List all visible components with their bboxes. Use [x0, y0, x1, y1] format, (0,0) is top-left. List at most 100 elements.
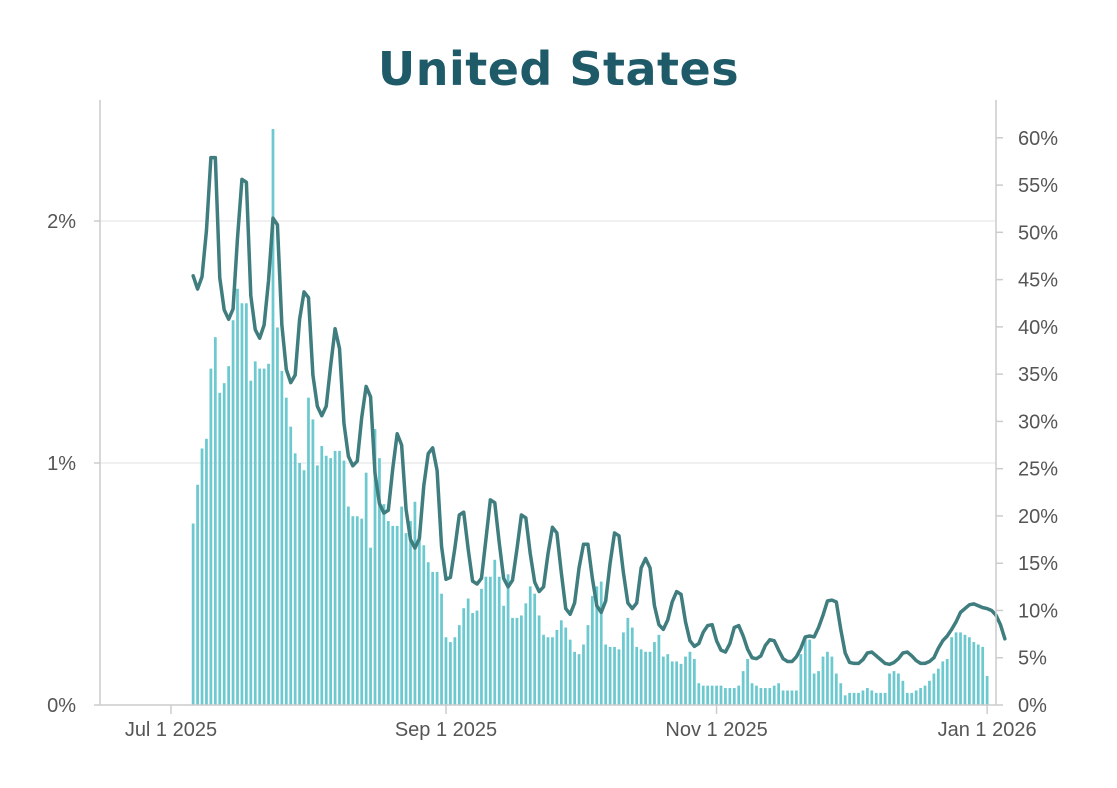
- y-right-tick-label: 0%: [1018, 695, 1047, 717]
- bar: [666, 654, 670, 705]
- bar: [843, 695, 847, 705]
- bar: [865, 688, 869, 705]
- bar: [936, 668, 940, 705]
- y-right-tick-label: 55%: [1018, 175, 1058, 197]
- bar: [763, 688, 767, 705]
- bar: [382, 504, 386, 705]
- bar: [400, 506, 403, 705]
- bar: [985, 675, 989, 705]
- bar: [222, 383, 226, 705]
- bar: [258, 368, 262, 705]
- bar: [511, 617, 514, 705]
- y-right-tick-label: 15%: [1018, 553, 1058, 575]
- bar: [515, 617, 519, 705]
- bar: [449, 642, 452, 705]
- x-tick-label: Sep 1 2025: [395, 719, 497, 741]
- bar: [626, 617, 630, 705]
- bar: [781, 690, 785, 705]
- bar: [688, 651, 692, 705]
- bar: [684, 656, 687, 705]
- bar: [630, 627, 634, 705]
- y-right-tick-label: 35%: [1018, 364, 1058, 386]
- y-right-tick-label: 50%: [1018, 222, 1058, 244]
- x-tick-label: Jul 1 2025: [125, 719, 217, 741]
- bar: [968, 637, 971, 705]
- bar: [422, 545, 426, 705]
- y-right-tick-label: 60%: [1018, 128, 1058, 150]
- bar: [870, 690, 874, 705]
- bar: [236, 288, 239, 705]
- bar: [613, 646, 616, 705]
- bar: [786, 690, 789, 705]
- bar: [320, 446, 324, 705]
- bar: [790, 690, 794, 705]
- bar: [679, 663, 683, 705]
- bar: [795, 690, 798, 705]
- bar: [914, 690, 918, 705]
- bar: [245, 303, 248, 705]
- bar: [715, 685, 718, 705]
- line-series: [191, 155, 1007, 667]
- bar: [209, 368, 213, 705]
- bar: [706, 685, 710, 705]
- bar: [573, 651, 576, 705]
- bar: [874, 692, 878, 705]
- bar: [386, 521, 390, 705]
- bar: [351, 516, 355, 705]
- bar: [861, 690, 865, 705]
- bar: [701, 685, 705, 705]
- bar: [231, 320, 235, 705]
- bar: [710, 685, 714, 705]
- bar: [897, 673, 900, 705]
- bar: [395, 525, 399, 705]
- bar: [644, 651, 647, 705]
- bar: [728, 688, 732, 705]
- bar: [444, 637, 448, 705]
- bar: [191, 523, 195, 705]
- bar: [271, 129, 275, 706]
- bar: [768, 688, 772, 705]
- bar: [218, 392, 222, 705]
- y-right-tick-label: 20%: [1018, 506, 1058, 528]
- y-left-tick-label: 0%: [47, 695, 76, 717]
- bar: [240, 303, 244, 705]
- bar: [315, 465, 319, 705]
- bar: [981, 646, 985, 705]
- bar: [542, 634, 545, 705]
- bar: [537, 615, 541, 705]
- bar: [852, 692, 856, 705]
- bar: [342, 460, 346, 705]
- bar: [857, 692, 860, 705]
- bar: [298, 463, 301, 705]
- bar: [777, 683, 781, 705]
- bar: [355, 516, 359, 705]
- bar: [329, 458, 333, 705]
- bar: [417, 535, 421, 705]
- bar: [670, 661, 674, 705]
- bar: [324, 455, 328, 705]
- bar: [431, 571, 435, 705]
- bar: [732, 688, 736, 705]
- bar: [369, 547, 372, 705]
- y-left-tick-label: 2%: [47, 211, 76, 233]
- bar: [200, 448, 204, 705]
- bar: [923, 685, 927, 705]
- bar: [564, 627, 568, 705]
- bar: [227, 366, 231, 705]
- bar: [520, 615, 523, 705]
- y-left-tick-label: 1%: [47, 453, 76, 475]
- axes: 0% 1% 2% 0% 5% 10% 15% 20% 25% 30% 35% 40% 45% 50% 55%…: [47, 100, 1058, 741]
- bar: [249, 380, 253, 705]
- bar: [590, 596, 594, 705]
- y-right-tick-label: 25%: [1018, 459, 1058, 481]
- bar: [759, 688, 763, 705]
- bar: [750, 683, 754, 705]
- chart-title: United States: [377, 42, 740, 96]
- bar: [293, 453, 297, 705]
- bar: [471, 613, 474, 705]
- bar: [213, 337, 217, 705]
- bar: [333, 450, 337, 705]
- bar: [675, 661, 679, 705]
- bar: [635, 646, 639, 705]
- bar: [276, 327, 279, 705]
